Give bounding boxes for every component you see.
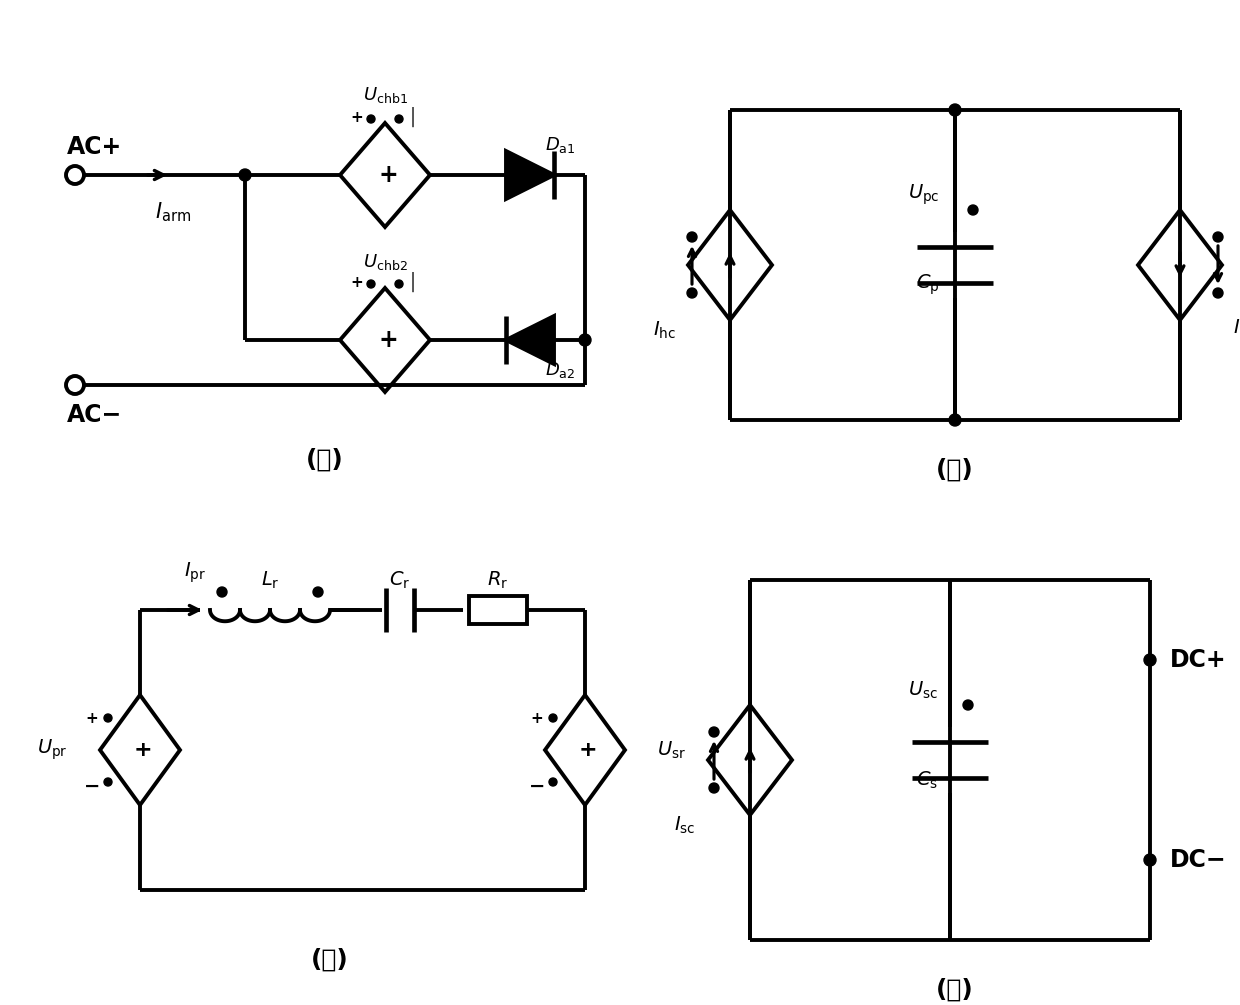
Circle shape [396,280,403,288]
Text: +: + [86,711,98,726]
Text: +: + [579,740,598,760]
Text: $C_{\rm p}$: $C_{\rm p}$ [916,272,940,297]
Text: │: │ [408,107,418,127]
Text: $U_{\rm sc}$: $U_{\rm sc}$ [908,679,937,700]
Circle shape [396,115,403,123]
Circle shape [312,587,322,597]
Text: (一): (一) [306,448,343,472]
Circle shape [1213,232,1223,242]
Text: $I_{\rm sc}$: $I_{\rm sc}$ [675,814,696,835]
Text: +: + [351,110,363,125]
Circle shape [579,334,591,346]
Text: $I_{\rm hc}$: $I_{\rm hc}$ [653,320,677,341]
Circle shape [367,115,374,123]
Circle shape [66,166,84,184]
Text: DC+: DC+ [1171,648,1226,672]
Circle shape [709,727,719,737]
Polygon shape [506,151,554,199]
Circle shape [549,714,557,722]
Circle shape [1145,854,1156,866]
Circle shape [217,587,227,597]
Text: $D_{\rm a1}$: $D_{\rm a1}$ [544,135,575,155]
Text: $U_{\rm chb2}$: $U_{\rm chb2}$ [362,252,408,272]
Text: +: + [378,328,398,352]
Circle shape [968,205,978,215]
Circle shape [687,232,697,242]
Text: $U_{\rm pc}$: $U_{\rm pc}$ [909,183,940,207]
Circle shape [239,169,250,181]
Text: $R_{\rm r}$: $R_{\rm r}$ [487,570,508,591]
Text: AC+: AC+ [67,135,123,159]
Text: +: + [378,163,398,187]
Circle shape [963,700,973,710]
Bar [469,596,527,624]
Text: (三): (三) [311,948,348,972]
Circle shape [709,783,719,793]
Circle shape [549,778,557,786]
Text: $I_{\rm arm}$: $I_{\rm arm}$ [155,200,191,223]
Text: −: − [84,777,100,796]
Circle shape [367,280,374,288]
Text: AC−: AC− [67,403,123,427]
Circle shape [949,414,961,426]
Text: $C_{\rm s}$: $C_{\rm s}$ [916,770,937,791]
Polygon shape [506,316,554,364]
Circle shape [949,104,961,116]
Circle shape [687,288,697,298]
Circle shape [66,376,84,394]
Text: +: + [531,711,543,726]
Text: $I_{\rm pc}$: $I_{\rm pc}$ [1234,318,1240,343]
Text: (四): (四) [936,978,973,1002]
Circle shape [1213,288,1223,298]
Text: −: − [528,777,546,796]
Circle shape [1145,654,1156,666]
Text: +: + [351,274,363,289]
Circle shape [104,714,112,722]
Circle shape [104,778,112,786]
Text: │: │ [408,272,418,292]
Text: $I_{\rm pr}$: $I_{\rm pr}$ [184,561,206,585]
Text: $U_{\rm chb1}$: $U_{\rm chb1}$ [362,85,408,105]
Text: $L_{\rm r}$: $L_{\rm r}$ [260,570,279,591]
Text: (二): (二) [936,458,973,482]
Text: $C_{\rm r}$: $C_{\rm r}$ [389,570,410,591]
Text: $U_{\rm sr}$: $U_{\rm sr}$ [657,740,686,761]
Text: $D_{\rm a2}$: $D_{\rm a2}$ [544,360,575,380]
Text: +: + [134,740,153,760]
Text: DC−: DC− [1171,848,1226,872]
Text: $U_{\rm pr}$: $U_{\rm pr}$ [37,738,68,762]
